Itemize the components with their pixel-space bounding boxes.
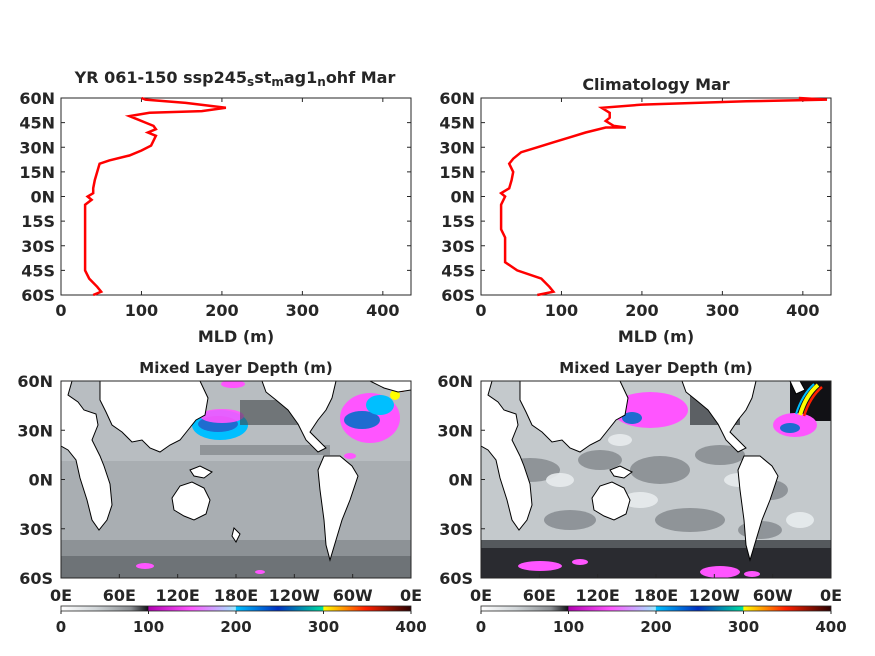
colorbar-tick-label: 300 — [308, 618, 339, 636]
y-tick-label: 45S — [21, 261, 55, 280]
colorbar-tick-label: 400 — [395, 618, 426, 636]
y-tick-label: 60N — [439, 89, 475, 108]
mld-map-climatology: Mixed Layer Depth (m) — [437, 359, 846, 636]
y-tick-label: 15N — [439, 163, 475, 182]
y-tick-label: 30S — [439, 520, 473, 539]
x-tick-label: 300 — [706, 301, 739, 320]
x-tick-label: 120E — [576, 586, 620, 605]
y-tick-label: 15N — [19, 163, 55, 182]
y-tick-label: 0N — [450, 188, 475, 207]
mld-map-ssp245: Mixed Layer Depth (m) — [17, 359, 426, 636]
y-tick-label: 60S — [19, 569, 53, 588]
y-tick-label: 30S — [19, 520, 53, 539]
title-subscript: s — [247, 75, 254, 89]
x-tick-label: 180E — [214, 586, 258, 605]
colorbar-tick-label: 0 — [476, 618, 486, 636]
chart-title: YR 061-150 ssp245sstmag1nohf Mar — [74, 68, 396, 89]
colorbar-tick-label: 200 — [640, 618, 671, 636]
x-tick-label: 0E — [50, 586, 72, 605]
y-tick-label: 30S — [21, 237, 55, 256]
x-tick-label: 60W — [333, 586, 373, 605]
mld-profile-line — [498, 96, 828, 297]
profile-chart-ssp245: YR 061-150 ssp245sstmag1nohf Mar 60N 45N 3… — [19, 68, 412, 346]
y-tick-label: 60N — [19, 89, 55, 108]
x-tick-label: 100 — [545, 301, 578, 320]
x-tick-label: 0E — [470, 586, 492, 605]
plot-area — [480, 97, 832, 296]
y-tick-label: 15S — [21, 212, 55, 231]
x-tick-label: 0 — [55, 301, 66, 320]
y-tick-label: 30N — [439, 138, 475, 157]
map-title: Mixed Layer Depth (m) — [139, 359, 332, 377]
x-tick-label: 120E — [156, 586, 200, 605]
title-segment: st — [254, 68, 272, 87]
x-axis-label: MLD (m) — [618, 327, 694, 346]
profile-chart-climatology: Climatology Mar 60N 45N 30N 15N 0N 15S 30S 45S 6… — [439, 75, 832, 346]
x-tick-label: 0 — [475, 301, 486, 320]
x-tick-label: 400 — [786, 301, 819, 320]
title-segment: ohf Mar — [326, 68, 396, 87]
y-tick-label: 60S — [21, 286, 55, 305]
y-tick-label: 30S — [441, 237, 475, 256]
colorbar-tick-label: 400 — [815, 618, 846, 636]
x-tick-label: 100 — [125, 301, 158, 320]
x-tick-label: 120W — [269, 586, 320, 605]
x-tick-label: 200 — [625, 301, 658, 320]
y-tick-label: 60S — [439, 569, 473, 588]
chart-title: Climatology Mar — [582, 75, 729, 94]
x-axis-label: MLD (m) — [198, 327, 274, 346]
y-tick-label: 30N — [19, 138, 55, 157]
colorbar-tick-label: 300 — [728, 618, 759, 636]
y-tick-label: 45N — [439, 114, 475, 133]
x-tick-label: 0E — [400, 586, 422, 605]
x-tick-label: 200 — [205, 301, 238, 320]
x-tick-label: 0E — [820, 586, 842, 605]
x-tick-label: 300 — [286, 301, 319, 320]
title-subscript: n — [317, 75, 326, 89]
y-tick-label: 0N — [28, 471, 53, 490]
colorbar-tick-label: 100 — [133, 618, 164, 636]
title-segment: YR 061-150 ssp245 — [74, 68, 247, 87]
x-tick-label: 60E — [103, 586, 136, 605]
y-tick-label: 15S — [441, 212, 475, 231]
y-tick-label: 60N — [17, 372, 53, 391]
x-tick-label: 120W — [689, 586, 740, 605]
colorbar — [60, 605, 412, 612]
colorbar-tick-label: 0 — [56, 618, 66, 636]
title-subscript: m — [271, 75, 284, 89]
mld-field — [61, 381, 411, 578]
y-tick-label: 0N — [30, 188, 55, 207]
title-segment: ag1 — [284, 68, 317, 87]
map-title: Mixed Layer Depth (m) — [559, 359, 752, 377]
y-tick-label: 45N — [19, 114, 55, 133]
x-tick-label: 400 — [366, 301, 399, 320]
mld-field — [481, 381, 831, 578]
y-tick-label: 30N — [17, 421, 53, 440]
plot-area — [60, 97, 412, 296]
x-tick-label: 180E — [634, 586, 678, 605]
colorbar — [480, 605, 832, 612]
x-tick-label: 60W — [753, 586, 793, 605]
y-tick-label: 60N — [437, 372, 473, 391]
y-tick-label: 45S — [441, 261, 475, 280]
y-tick-label: 0N — [448, 471, 473, 490]
colorbar-tick-label: 200 — [220, 618, 251, 636]
y-tick-label: 30N — [437, 421, 473, 440]
colorbar-tick-label: 100 — [553, 618, 584, 636]
x-tick-label: 60E — [523, 586, 556, 605]
mld-profile-line — [83, 96, 227, 297]
y-tick-label: 60S — [441, 286, 475, 305]
